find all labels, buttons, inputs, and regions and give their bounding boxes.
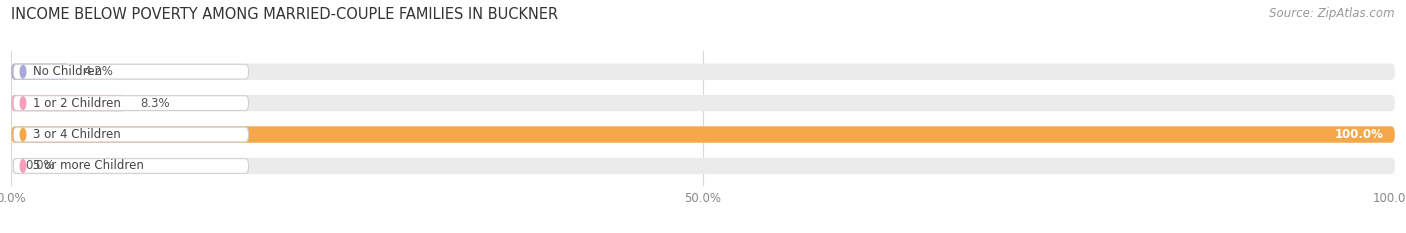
FancyBboxPatch shape bbox=[11, 158, 1395, 174]
Text: INCOME BELOW POVERTY AMONG MARRIED-COUPLE FAMILIES IN BUCKNER: INCOME BELOW POVERTY AMONG MARRIED-COUPL… bbox=[11, 7, 558, 22]
FancyBboxPatch shape bbox=[11, 126, 1395, 143]
Text: 0.0%: 0.0% bbox=[25, 159, 55, 172]
Text: 4.2%: 4.2% bbox=[83, 65, 112, 78]
FancyBboxPatch shape bbox=[11, 126, 1395, 143]
Text: No Children: No Children bbox=[32, 65, 101, 78]
Text: 8.3%: 8.3% bbox=[141, 97, 170, 110]
Text: Source: ZipAtlas.com: Source: ZipAtlas.com bbox=[1270, 7, 1395, 20]
FancyBboxPatch shape bbox=[11, 95, 1395, 111]
Text: 3 or 4 Children: 3 or 4 Children bbox=[32, 128, 121, 141]
FancyBboxPatch shape bbox=[11, 95, 127, 111]
Text: 5 or more Children: 5 or more Children bbox=[32, 159, 143, 172]
Text: 1 or 2 Children: 1 or 2 Children bbox=[32, 97, 121, 110]
FancyBboxPatch shape bbox=[11, 64, 69, 80]
FancyBboxPatch shape bbox=[13, 159, 249, 173]
FancyBboxPatch shape bbox=[13, 64, 249, 79]
FancyBboxPatch shape bbox=[13, 127, 249, 142]
FancyBboxPatch shape bbox=[13, 96, 249, 110]
Text: 100.0%: 100.0% bbox=[1334, 128, 1384, 141]
Circle shape bbox=[20, 128, 25, 141]
Circle shape bbox=[20, 160, 25, 172]
FancyBboxPatch shape bbox=[11, 64, 1395, 80]
Circle shape bbox=[20, 65, 25, 78]
Circle shape bbox=[20, 97, 25, 110]
